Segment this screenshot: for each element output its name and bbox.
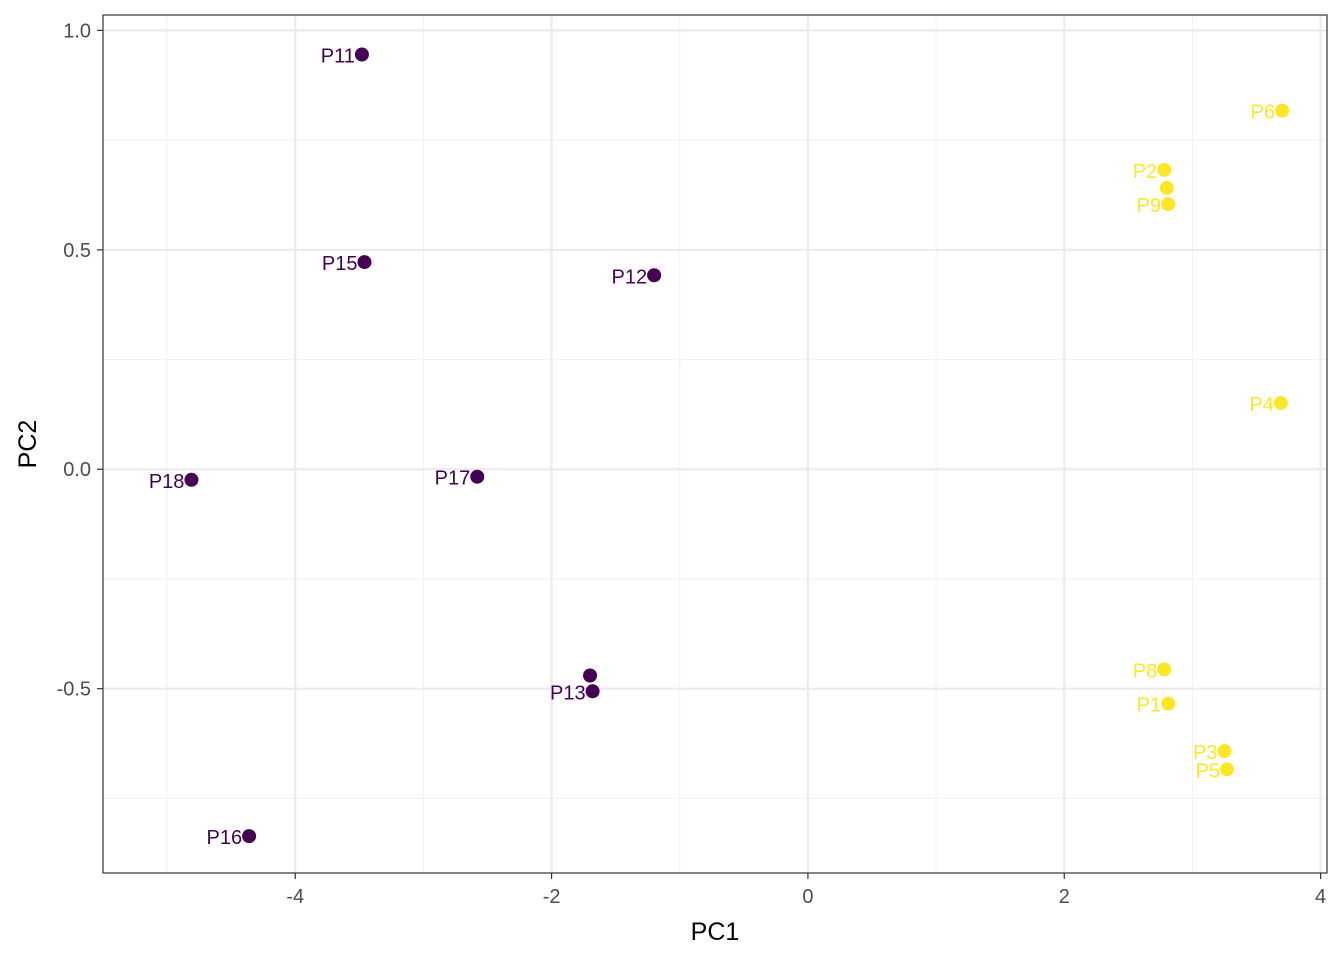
- data-point-label: P16: [207, 827, 243, 849]
- data-point-label: P15: [322, 253, 358, 275]
- data-point: [1157, 662, 1172, 677]
- data-point-label: P12: [612, 266, 648, 288]
- y-tick-label: 0.5: [63, 240, 91, 262]
- y-tick-label: 0.0: [63, 459, 91, 481]
- data-point: [1273, 395, 1288, 410]
- y-axis-title: PC2: [14, 420, 42, 469]
- data-point: [184, 472, 199, 487]
- grid-layer: [103, 15, 1327, 873]
- data-point-label: P3: [1193, 742, 1217, 764]
- x-tick-label: -2: [543, 886, 561, 908]
- y-tick-label: -0.5: [57, 679, 91, 701]
- data-point-label: P9: [1137, 195, 1161, 217]
- x-tick-label: 0: [802, 886, 813, 908]
- data-point-label: P4: [1249, 394, 1273, 416]
- x-tick-label: 4: [1315, 886, 1326, 908]
- data-point-label: P1: [1137, 695, 1161, 717]
- points-layer: [184, 47, 1290, 844]
- data-point-label: P6: [1251, 102, 1275, 124]
- panel-border: [102, 14, 1328, 874]
- data-point: [1159, 180, 1174, 195]
- data-point-label: P5: [1196, 760, 1220, 782]
- data-point-label: P11: [321, 45, 355, 67]
- data-point-label: P8: [1133, 660, 1157, 682]
- x-axis-title: PC1: [691, 918, 740, 946]
- data-point-label: P17: [435, 468, 471, 490]
- data-point: [242, 829, 257, 844]
- data-point: [357, 255, 372, 270]
- data-point: [1275, 103, 1290, 118]
- data-point: [1157, 162, 1172, 177]
- data-point-label: P18: [149, 471, 185, 493]
- data-point: [354, 47, 369, 62]
- data-point: [1161, 197, 1176, 212]
- data-point: [1161, 696, 1176, 711]
- data-point-label: P2: [1133, 161, 1157, 183]
- data-point: [585, 684, 600, 699]
- x-tick-label: 2: [1059, 886, 1070, 908]
- axis-layer: -4 -2 0 2 4 -0.5 0.0 0.5 1.0: [57, 20, 1327, 908]
- plot-panel: [103, 15, 1327, 873]
- data-point: [647, 268, 662, 283]
- data-point: [1217, 743, 1232, 758]
- data-point: [470, 469, 485, 484]
- data-point-label: P13: [550, 682, 586, 704]
- y-tick-label: 1.0: [63, 20, 91, 42]
- data-point: [1220, 762, 1235, 777]
- x-tick-label: -4: [286, 886, 304, 908]
- data-point: [583, 668, 598, 683]
